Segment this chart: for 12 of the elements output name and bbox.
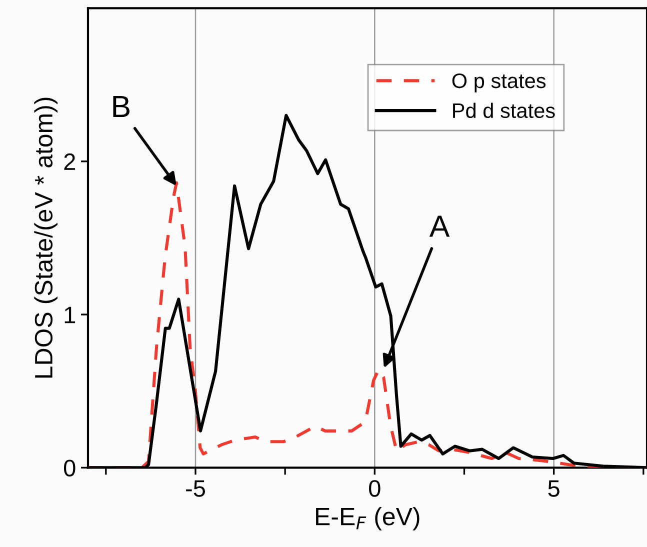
legend-label: Pd d states [453, 102, 555, 118]
x-tick-label: -5 [186, 480, 205, 497]
x-axis-title: E-E$_{F}$ (eV) [316, 507, 420, 530]
legend-label: O p states [452, 73, 546, 92]
y-tick-label: 0 [64, 460, 76, 476]
y-axis-title: LDOS (State/(eV * atom)) [34, 98, 58, 378]
annotation: B [113, 96, 130, 118]
x-tick-label: 0 [369, 480, 380, 497]
x-tick-label: 5 [548, 480, 560, 497]
y-tick-label: 2 [64, 153, 75, 170]
y-tick-label: 1 [64, 306, 76, 324]
annotation: A [429, 216, 450, 237]
